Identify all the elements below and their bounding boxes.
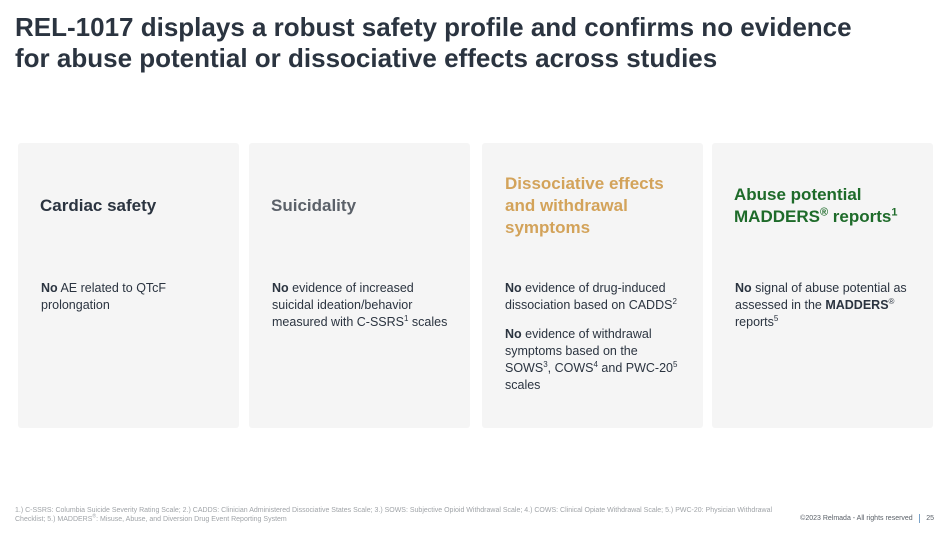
footnote-ref: 5 — [672, 359, 678, 369]
registered-mark: ® — [819, 205, 829, 218]
slide-footer: ©2023 Relmada - All rights reserved 25 — [800, 514, 934, 523]
card-heading: Abuse potential MADDERS® reports1 — [734, 143, 919, 268]
footnotes: 1.) C-SSRS: Columbia Suicide Severity Ra… — [15, 506, 785, 524]
page-number: 25 — [926, 515, 934, 522]
slide-title-line-2: for abuse potential or dissociative effe… — [15, 43, 718, 73]
emphasis-madders: MADDERS — [825, 298, 889, 312]
slide-title: REL-1017 displays a robust safety profil… — [15, 12, 935, 74]
statement-text-end: reports — [735, 315, 774, 329]
card-abuse-potential: Abuse potential MADDERS® reports1 No sig… — [712, 143, 933, 428]
footnote-ref: 5 — [773, 313, 779, 323]
card-body: No evidence of increased suicidal ideati… — [272, 280, 454, 343]
footnote-text-end: : Misuse, Abuse, and Diversion Drug Even… — [96, 516, 287, 523]
footnote-ref: 4 — [593, 359, 598, 369]
card-heading-text: Abuse potential MADDERS® reports1 — [734, 184, 897, 228]
emphasis-no: No — [735, 281, 752, 295]
card-heading: Cardiac safety — [40, 195, 157, 215]
registered-mark: ® — [888, 296, 895, 306]
card-statement: No signal of abuse potential as assessed… — [735, 280, 917, 331]
statement-text-end: scales — [505, 378, 541, 392]
heading-reports: reports — [828, 206, 892, 226]
emphasis-no: No — [272, 281, 289, 295]
card-statement: No evidence of increased suicidal ideati… — [272, 280, 454, 331]
footnote-ref: 2 — [672, 296, 677, 306]
slide-title-line-1: REL-1017 displays a robust safety profil… — [15, 12, 852, 42]
footnote-text: 1.) C-SSRS: Columbia Suicide Severity Ra… — [15, 507, 773, 523]
card-body: No evidence of drug-induced dissociation… — [505, 280, 687, 406]
statement-text: , COWS — [547, 361, 594, 375]
card-statement: No AE related to QTcF prolongation — [41, 280, 223, 314]
statement-text: and PWC-20 — [597, 361, 673, 375]
copyright-text: ©2023 Relmada - All rights reserved — [800, 515, 913, 522]
card-heading: Suicidality — [271, 195, 357, 215]
card-suicidality: Suicidality No evidence of increased sui… — [249, 143, 470, 428]
registered-mark: ® — [92, 513, 97, 520]
statement-text-end: scales — [408, 315, 448, 329]
footnote-ref: 1 — [891, 205, 898, 218]
emphasis-no: No — [41, 281, 58, 295]
card-heading: Dissociative effects and withdrawal symp… — [505, 173, 664, 237]
statement-text: evidence of increased suicidal ideation/… — [272, 281, 414, 329]
card-statement-withdrawal: No evidence of withdrawal symptoms based… — [505, 326, 687, 394]
card-statement-dissociation: No evidence of drug-induced dissociation… — [505, 280, 687, 314]
statement-text: signal of abuse potential as assessed in… — [735, 281, 907, 312]
statement-text: evidence of withdrawal symptoms based on… — [505, 327, 652, 375]
footnote-ref: 1 — [404, 313, 409, 323]
footnote-ref: 3 — [543, 359, 548, 369]
card-heading-line-2: MADDERS® reports1 — [734, 206, 897, 228]
statement-text: evidence of drug-induced dissociation ba… — [505, 281, 673, 312]
madders-label: MADDERS — [734, 206, 820, 226]
card-body: No AE related to QTcF prolongation — [41, 280, 223, 326]
statement-text: AE related to QTcF prolongation — [41, 281, 167, 312]
emphasis-no: No — [505, 281, 522, 295]
emphasis-no: No — [505, 327, 522, 341]
footer-divider — [918, 514, 921, 523]
card-body: No signal of abuse potential as assessed… — [735, 280, 917, 343]
card-dissociative-effects: Dissociative effects and withdrawal symp… — [482, 143, 703, 428]
card-cardiac-safety: Cardiac safety No AE related to QTcF pro… — [18, 143, 239, 428]
card-heading-line-1: Abuse potential — [734, 184, 862, 204]
